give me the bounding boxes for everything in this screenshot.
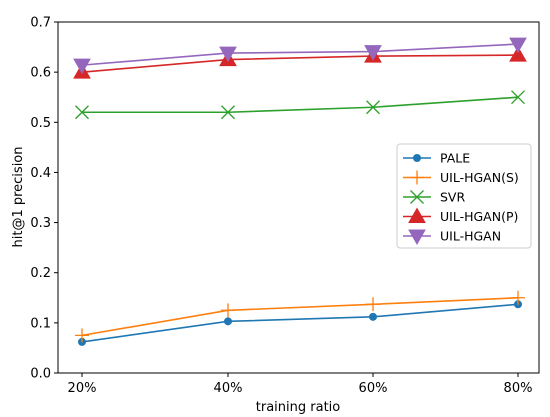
data-point [511,290,525,305]
chart-marks [73,37,527,346]
legend-label: UIL-HGAN(P) [440,209,518,224]
data-point [75,328,89,343]
y-tick-label: 0.1 [30,316,51,331]
y-tick-label: 0.7 [30,16,51,31]
x-tick-label: 60% [359,381,388,396]
data-point [221,303,235,318]
y-axis-label: hit@1 precision [11,147,26,248]
series-line [82,96,519,114]
series-line [81,303,519,343]
data-point [366,100,380,115]
legend-item: UIL-HGAN(P) [403,207,518,224]
legend-marker [410,170,424,185]
data-point [224,317,232,326]
legend-item: UIL-HGAN(S) [403,170,519,185]
legend-item: SVR [403,190,465,205]
legend-box [396,143,532,249]
series-line [81,43,519,66]
series-line [81,54,519,73]
data-point [73,58,91,75]
legend-label: UIL-HGAN [440,229,501,244]
series-svr [75,90,525,120]
x-axis: 20% 40% 60% 80% [68,373,533,396]
data-point [219,46,237,63]
data-point [511,90,525,105]
legend-marker [408,207,426,223]
data-point [364,45,382,61]
y-tick-label: 0.3 [30,216,51,231]
legend-item: UIL-HGAN [403,229,501,246]
data-point [369,312,377,321]
y-tick-label: 0.6 [30,66,51,81]
y-tick-label: 0.2 [30,266,51,281]
legend-marker [408,229,426,246]
data-point [221,105,235,120]
x-tick-label: 40% [214,381,243,396]
legend-marker [410,190,424,204]
y-axis: 0.0 0.1 0.2 0.3 0.4 0.5 0.6 0.7 [30,16,58,382]
data-point [509,46,527,62]
legend-label: PALE [440,151,470,166]
y-tick-label: 0.4 [30,166,51,181]
legend-label: UIL-HGAN(S) [440,170,519,185]
x-tick-label: 20% [68,381,97,396]
data-point [366,297,380,312]
legend: PALE UIL-HGAN(S) SVR UIL-HGAN(P) UIL-HGAN [396,143,532,249]
legend-item: PALE [403,151,470,166]
series-uil-hgan-s [75,290,525,343]
legend-label: SVR [440,190,465,205]
series-uil-hgan [73,37,527,75]
data-point [509,37,527,54]
y-tick-label: 0.5 [30,116,51,131]
y-tick-label: 0.0 [30,367,51,382]
series-line [81,296,519,337]
data-point [75,105,89,120]
x-axis-label: training ratio [256,400,341,415]
legend-marker [413,154,421,162]
plot-frame [57,21,540,374]
x-tick-label: 80% [504,381,533,396]
